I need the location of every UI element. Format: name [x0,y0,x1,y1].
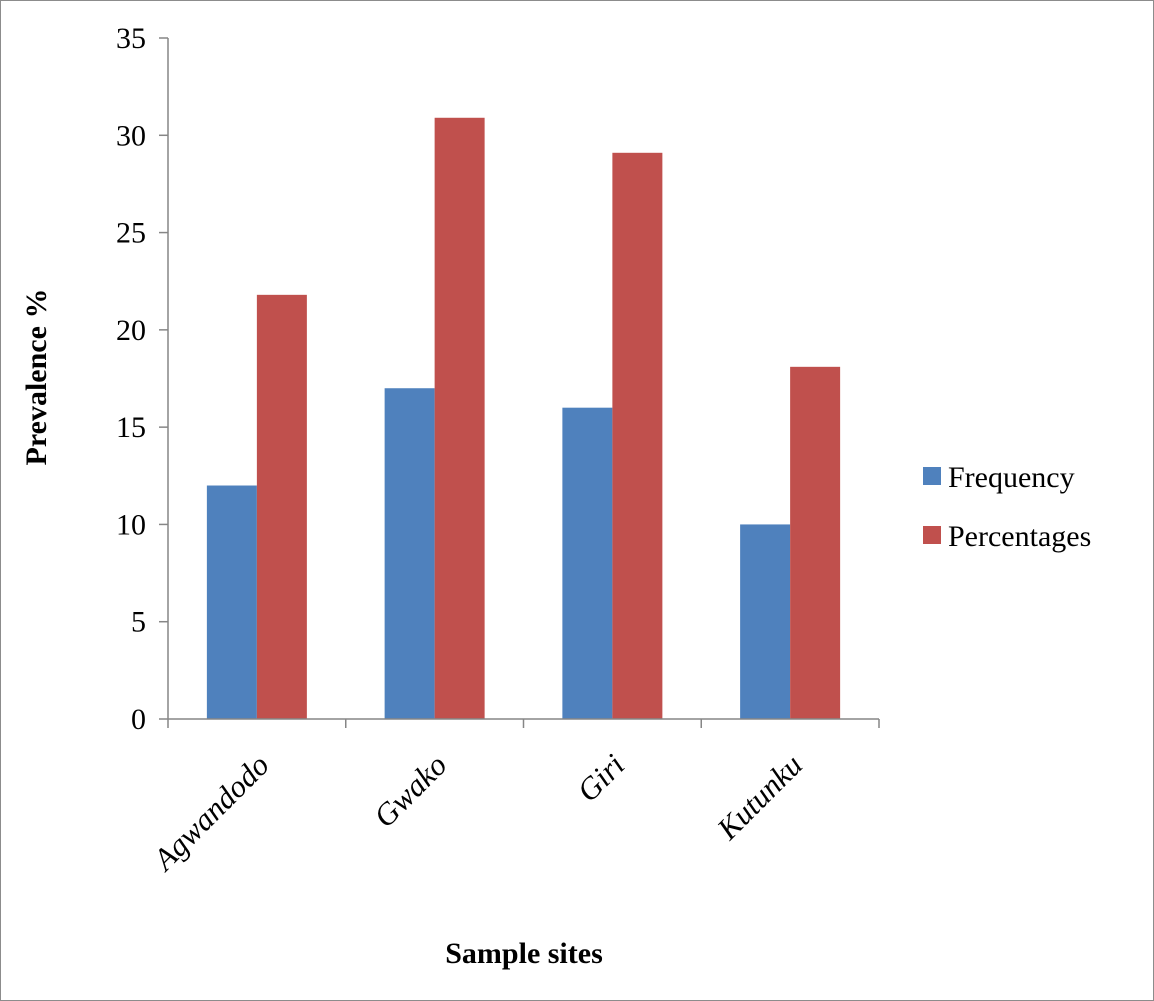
y-tick-label: 25 [116,217,146,250]
y-tick-label: 0 [131,703,146,736]
y-axis-title: Prevalence % [20,289,53,466]
x-axis-title: Sample sites [445,937,603,970]
y-tick-label: 35 [116,22,146,55]
y-tick-label: 10 [116,508,146,541]
x-ticks: Agwandodo Gwako Giri Kutunku [145,719,880,878]
legend: Frequency Percentages [923,461,1091,553]
bar-percentages-giri [612,152,663,720]
y-ticks: 0 5 10 15 20 25 30 35 [116,22,168,736]
bar-percentages-gwako [434,117,485,719]
x-category-label: Kutunku [709,747,809,847]
bar-frequency-kutunku [740,524,791,719]
legend-swatch [923,467,941,485]
x-category-label: Giri [570,747,631,808]
legend-swatch [923,526,941,544]
y-tick-label: 30 [116,119,146,152]
bar-frequency-gwako [384,388,435,719]
y-tick-label: 15 [116,411,146,444]
legend-label: Frequency [948,461,1075,494]
y-tick-label: 20 [116,314,146,347]
bar-frequency-agwandodo [206,485,257,719]
x-category-label: Agwandodo [145,747,276,878]
y-tick-label: 5 [131,606,146,639]
legend-label: Percentages [948,520,1091,553]
bar-frequency-giri [562,407,613,719]
bar-percentages-kutunku [790,366,841,719]
x-category-label: Gwako [367,747,454,834]
bars-layer [206,117,841,720]
bar-percentages-agwandodo [256,294,307,719]
